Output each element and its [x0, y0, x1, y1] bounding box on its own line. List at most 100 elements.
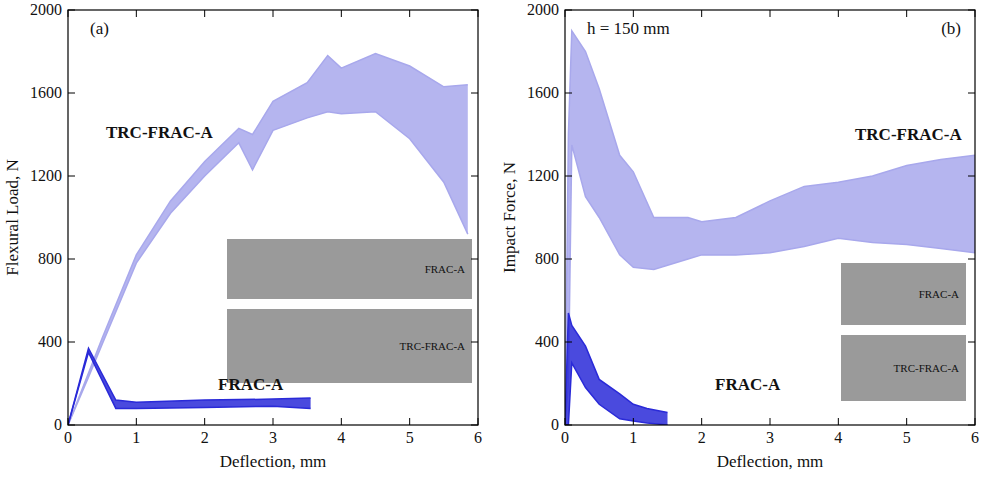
series-label: FRAC-A — [715, 375, 781, 394]
band — [565, 313, 668, 425]
series-label: TRC-FRAC-A — [855, 125, 962, 144]
x-tick-label: 5 — [903, 429, 911, 446]
x-tick — [68, 418, 69, 425]
y-tick-right — [471, 10, 478, 11]
x-tick-label: 1 — [132, 429, 140, 446]
y-tick-label: 2000 — [527, 1, 559, 18]
lower-line — [68, 112, 468, 425]
annotation: h = 150 mm — [587, 19, 670, 38]
x-tick-label: 6 — [474, 429, 482, 446]
x-tick — [341, 418, 342, 425]
x-tick-label: 2 — [201, 429, 209, 446]
y-tick — [565, 425, 572, 426]
x-tick — [770, 418, 771, 425]
x-tick-top — [478, 10, 479, 17]
x-tick-top — [204, 10, 205, 17]
x-tick — [838, 418, 839, 425]
y-tick — [68, 425, 75, 426]
y-tick-right — [968, 425, 975, 426]
inset-photo — [840, 262, 967, 326]
frame — [68, 10, 478, 425]
y-tick-right — [968, 10, 975, 11]
y-axis-title: Impact Force, N — [500, 162, 519, 273]
x-tick — [478, 418, 479, 425]
y-tick-right — [471, 176, 478, 177]
band — [565, 31, 975, 425]
x-tick-top — [770, 10, 771, 17]
panel: FRAC-ATRC-FRAC-ATRC-FRAC-AFRAC-A01234560… — [3, 1, 482, 471]
y-tick-label: 400 — [38, 333, 62, 350]
x-tick-label: 5 — [406, 429, 414, 446]
y-axis-title: Flexural Load, N — [3, 159, 22, 276]
inset-label: FRAC-A — [425, 263, 465, 275]
lower-line — [68, 352, 311, 425]
inset-label: FRAC-A — [919, 288, 959, 300]
x-tick-top — [409, 10, 410, 17]
x-tick-top — [838, 10, 839, 17]
x-tick-label: 6 — [971, 429, 979, 446]
y-tick-right — [471, 93, 478, 94]
y-tick-right — [471, 259, 478, 260]
x-tick-top — [136, 10, 137, 17]
y-tick — [68, 93, 75, 94]
x-tick — [906, 418, 907, 425]
y-tick — [68, 259, 75, 260]
x-tick-top — [975, 10, 976, 17]
y-tick-label: 0 — [551, 416, 559, 433]
x-tick — [409, 418, 410, 425]
upper-line — [565, 313, 668, 425]
y-tick-label: 2000 — [30, 1, 62, 18]
y-tick-right — [968, 259, 975, 260]
x-tick-top — [68, 10, 69, 17]
x-tick-top — [565, 10, 566, 17]
x-tick — [273, 418, 274, 425]
y-tick-right — [968, 342, 975, 343]
y-tick — [565, 10, 572, 11]
y-tick-label: 1600 — [527, 84, 559, 101]
y-tick-label: 1600 — [30, 84, 62, 101]
data-group — [565, 31, 975, 425]
x-tick-top — [633, 10, 634, 17]
upper-line — [565, 31, 975, 425]
y-tick — [565, 342, 572, 343]
x-tick-label: 3 — [766, 429, 774, 446]
data-group — [68, 54, 468, 425]
y-tick-label: 800 — [38, 250, 62, 267]
x-tick-label: 2 — [698, 429, 706, 446]
band — [68, 54, 468, 425]
inset-photo — [840, 334, 967, 402]
y-tick — [565, 176, 572, 177]
upper-line — [68, 54, 468, 425]
x-tick-top — [273, 10, 274, 17]
x-tick-label: 1 — [629, 429, 637, 446]
x-axis-title: Deflection, mm — [220, 452, 327, 471]
panel: FRAC-ATRC-FRAC-ATRC-FRAC-AFRAC-A01234560… — [500, 1, 979, 471]
y-tick-right — [968, 176, 975, 177]
x-tick — [204, 418, 205, 425]
y-tick-label: 0 — [54, 416, 62, 433]
inset-label: TRC-FRAC-A — [894, 362, 959, 374]
y-tick — [68, 176, 75, 177]
y-tick — [565, 93, 572, 94]
x-tick-label: 0 — [561, 429, 569, 446]
x-tick-top — [341, 10, 342, 17]
y-tick-right — [471, 425, 478, 426]
x-tick-top — [906, 10, 907, 17]
inset-photo — [226, 308, 473, 384]
x-tick — [975, 418, 976, 425]
x-tick-label: 3 — [269, 429, 277, 446]
band — [68, 348, 311, 425]
y-tick — [68, 342, 75, 343]
lower-line — [565, 145, 975, 425]
lower-line — [565, 363, 668, 425]
inset-label: TRC-FRAC-A — [400, 340, 465, 352]
series-label: TRC-FRAC-A — [106, 123, 213, 142]
x-axis-title: Deflection, mm — [717, 452, 824, 471]
y-tick-label: 400 — [535, 333, 559, 350]
x-tick-top — [701, 10, 702, 17]
y-tick-label: 1200 — [527, 167, 559, 184]
y-tick-label: 800 — [535, 250, 559, 267]
frame — [565, 10, 975, 425]
upper-line — [68, 348, 311, 425]
x-tick — [701, 418, 702, 425]
